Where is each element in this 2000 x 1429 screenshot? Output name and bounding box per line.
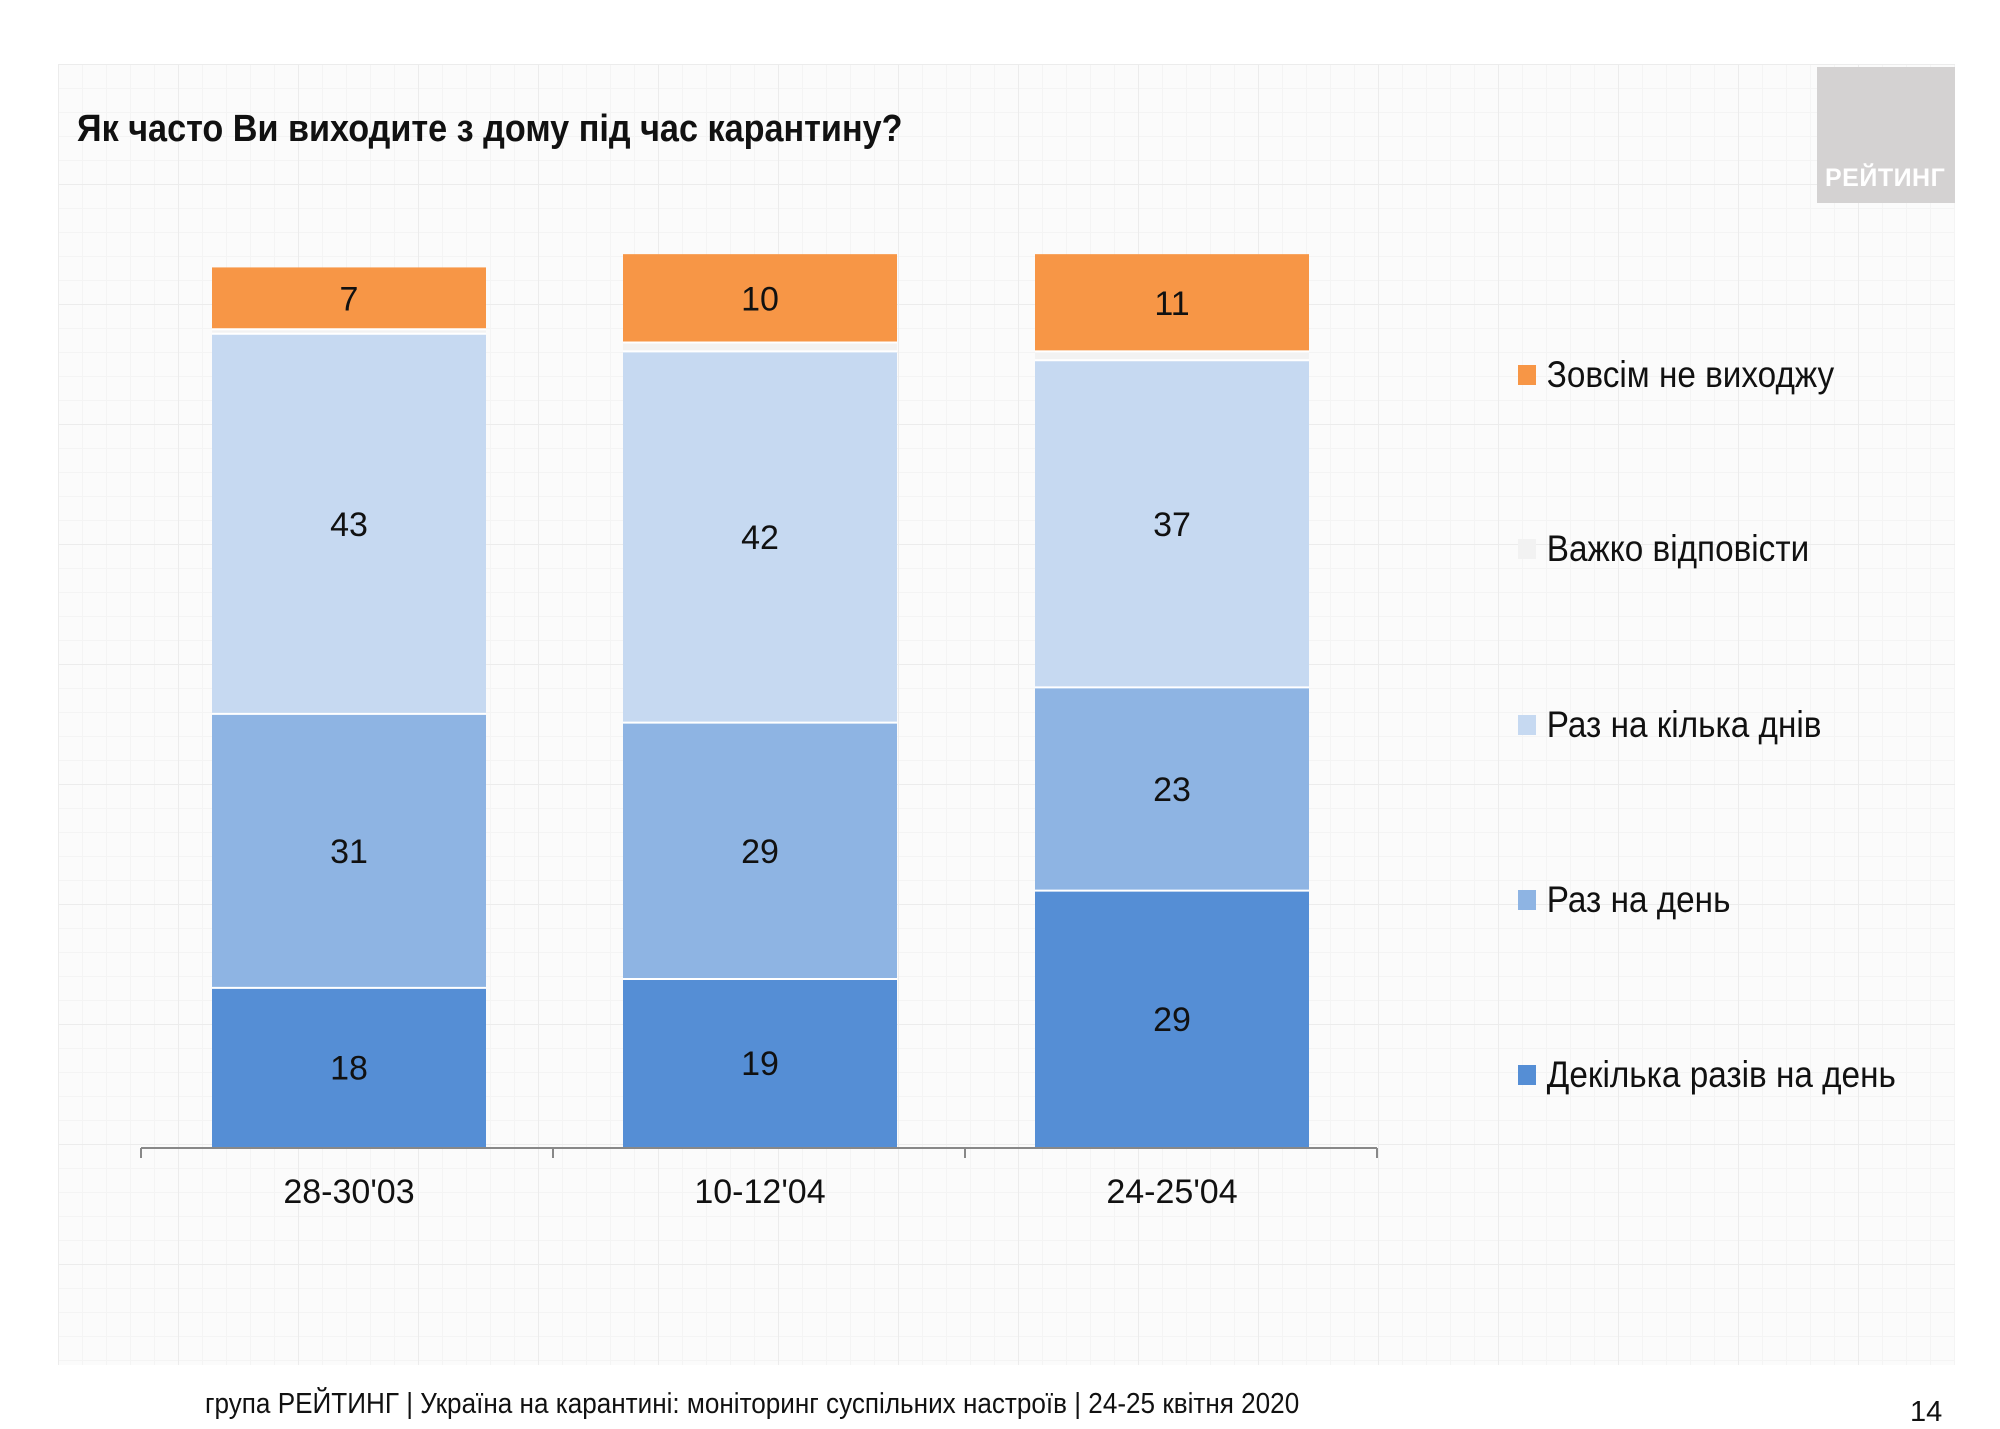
- legend-item: Декілька разів на день: [1518, 1054, 1896, 1096]
- data-label: 31: [330, 833, 368, 871]
- data-label: 29: [1153, 1001, 1191, 1039]
- x-tick-label: 10-12'04: [694, 1173, 825, 1211]
- data-label: 43: [330, 506, 368, 544]
- legend-swatch: [1518, 539, 1536, 559]
- bar-segment: [623, 342, 897, 352]
- bar-segment: [1035, 687, 1309, 891]
- data-label: 29: [741, 833, 779, 871]
- x-tick-label: 28-30'03: [283, 1173, 414, 1211]
- bar-segment: [212, 329, 486, 334]
- bar-segment: [212, 267, 486, 330]
- legend-label: Раз на день: [1546, 879, 1731, 920]
- x-tick-label: 24-25'04: [1106, 1173, 1237, 1211]
- bar-segment: [212, 333, 486, 714]
- legend-label: Важко відповісти: [1546, 528, 1810, 569]
- rating-logo: РЕЙТИНГ: [1817, 67, 1955, 203]
- data-label: 42: [741, 519, 779, 557]
- bar-segment: [212, 713, 486, 988]
- bar-segment: [623, 254, 897, 343]
- bar-segment: [623, 351, 897, 723]
- bar-segment: [623, 979, 897, 1147]
- legend-item: Раз на кілька днів: [1518, 704, 1821, 746]
- legend-swatch: [1518, 715, 1536, 735]
- legend-label: Декілька разів на день: [1546, 1054, 1896, 1095]
- legend-swatch: [1518, 1065, 1536, 1085]
- data-label: 23: [1153, 771, 1191, 809]
- bar-segment: [1035, 890, 1309, 1147]
- data-label: 37: [1153, 506, 1191, 544]
- bar-segment: [1035, 360, 1309, 688]
- chart-title: Як часто Ви виходите з дому під час кара…: [77, 108, 903, 150]
- data-label: 11: [1154, 285, 1189, 323]
- legend-item: Зовсім не виходжу: [1518, 354, 1834, 396]
- legend-swatch: [1518, 890, 1536, 910]
- page-number: 14: [1910, 1396, 1943, 1428]
- footer-text: група РЕЙТИНГ | Україна на карантині: мо…: [205, 1388, 1300, 1420]
- legend-label: Раз на кілька днів: [1546, 704, 1822, 745]
- bar-segment: [623, 722, 897, 980]
- logo-text: РЕЙТИНГ: [1825, 164, 1946, 192]
- data-label: 7: [340, 280, 359, 318]
- data-label: 19: [741, 1045, 779, 1083]
- legend-swatch: [1518, 365, 1536, 385]
- legend-item: Важко відповісти: [1518, 528, 1809, 570]
- legend-label: Зовсім не виходжу: [1546, 354, 1835, 395]
- bar-segment: [1035, 351, 1309, 361]
- data-label: 18: [330, 1049, 368, 1087]
- bar-segment: [1035, 254, 1309, 352]
- data-label: 10: [741, 280, 779, 318]
- legend-item: Раз на день: [1518, 879, 1730, 921]
- bar-segment: [212, 987, 486, 1147]
